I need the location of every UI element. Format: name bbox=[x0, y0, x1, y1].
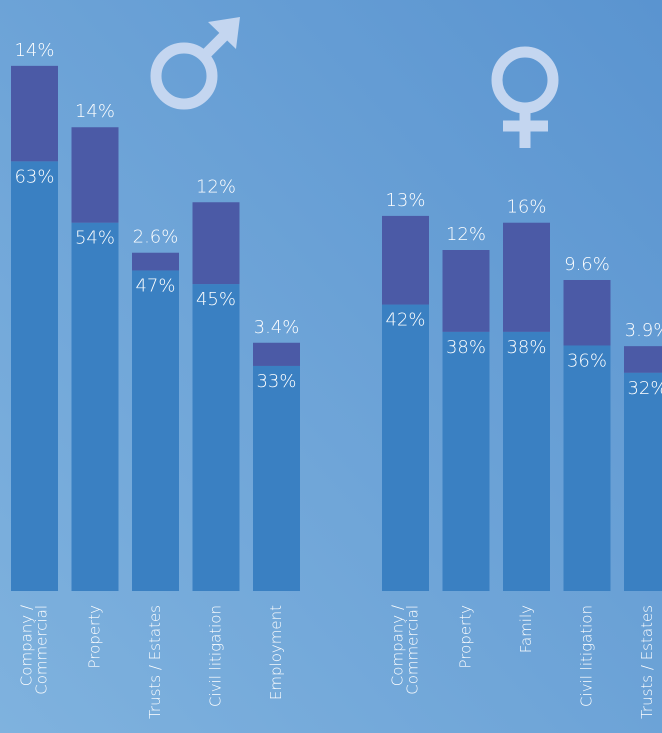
bar-segment bbox=[71, 222, 119, 591]
data-label: 13% bbox=[385, 190, 425, 211]
bar-segment bbox=[503, 222, 550, 332]
bar-segment bbox=[624, 372, 662, 591]
bar-segment bbox=[253, 365, 300, 591]
data-label: 45% bbox=[196, 289, 236, 310]
bar-segment bbox=[624, 346, 662, 373]
data-label: 54% bbox=[75, 228, 115, 249]
data-label: 33% bbox=[256, 371, 296, 392]
bar-segment bbox=[442, 250, 490, 332]
female-symbol bbox=[491, 46, 559, 148]
category-label: Civil litigation bbox=[207, 605, 225, 707]
category-label: Property bbox=[86, 605, 104, 669]
data-label: 47% bbox=[135, 275, 175, 296]
bar-segment bbox=[132, 252, 179, 271]
bar-segment bbox=[253, 342, 300, 366]
bar-segment bbox=[503, 331, 550, 591]
bar-segment bbox=[192, 202, 240, 285]
category-label: Civil litigation bbox=[578, 605, 596, 707]
bar-segment bbox=[382, 215, 429, 305]
data-label: 16% bbox=[506, 197, 546, 218]
bar-segment bbox=[132, 270, 179, 591]
bar-segment bbox=[11, 161, 58, 591]
data-label: 14% bbox=[14, 40, 54, 61]
data-label: 38% bbox=[446, 337, 486, 358]
category-label: Company / bbox=[389, 605, 407, 686]
bar-segment bbox=[382, 304, 429, 591]
data-label: 14% bbox=[75, 101, 115, 122]
data-label: 9.6% bbox=[564, 254, 610, 275]
category-label: Commercial bbox=[404, 605, 422, 695]
data-label: 12% bbox=[196, 176, 236, 197]
data-label: 2.6% bbox=[133, 227, 179, 248]
data-label: 42% bbox=[385, 310, 425, 331]
bar-segment bbox=[442, 331, 490, 591]
category-label: Family bbox=[517, 605, 535, 653]
male-symbol bbox=[150, 17, 240, 110]
data-label: 63% bbox=[14, 166, 54, 187]
data-label: 36% bbox=[567, 350, 607, 371]
category-label: Trusts / Estates bbox=[146, 605, 164, 719]
category-label: Company / bbox=[18, 605, 36, 686]
bar-segment bbox=[192, 284, 240, 591]
bar-segment bbox=[71, 127, 119, 223]
data-label: 3.9% bbox=[625, 320, 662, 341]
bar-segment bbox=[563, 280, 611, 346]
category-label: Trusts / Estates bbox=[638, 605, 656, 719]
category-label: Commercial bbox=[33, 605, 51, 695]
data-label: 12% bbox=[446, 224, 486, 245]
bar-segment bbox=[11, 65, 58, 162]
data-label: 32% bbox=[627, 378, 662, 399]
bar-segment bbox=[563, 345, 611, 591]
category-label: Employment bbox=[267, 605, 285, 700]
data-label: 3.4% bbox=[254, 317, 300, 338]
category-label: Property bbox=[457, 605, 475, 669]
data-label: 38% bbox=[506, 337, 546, 358]
